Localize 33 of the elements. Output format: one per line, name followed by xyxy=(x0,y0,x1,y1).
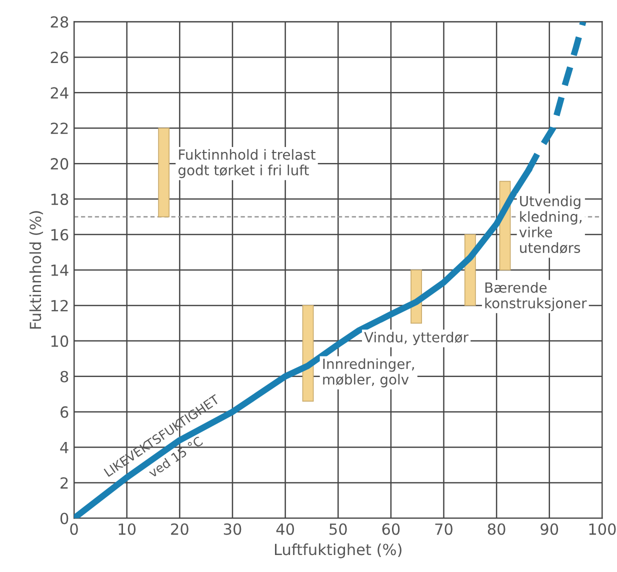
annotation: Vindu, ytterdør xyxy=(364,332,469,346)
annotation: Utvendig kledning, virke utendørs xyxy=(519,196,582,254)
y-tick-label: 8 xyxy=(60,370,68,382)
y-tick-label: 26 xyxy=(50,52,68,64)
x-tick-label: 90 xyxy=(540,523,558,535)
x-tick-label: 0 xyxy=(70,523,78,535)
x-tick-label: 40 xyxy=(276,523,294,535)
x-tick-label: 20 xyxy=(171,523,188,535)
x-tick-label: 30 xyxy=(224,523,242,535)
y-tick-label: 16 xyxy=(51,228,68,241)
x-tick-label: 70 xyxy=(435,523,452,535)
y-tick-label: 28 xyxy=(50,16,68,28)
y-tick-label: 14 xyxy=(51,264,68,276)
annotation: Fuktinnhold i trelast godt tørket i fri luft xyxy=(178,149,316,178)
y-tick-label: 2 xyxy=(60,477,68,489)
annotation: Innredninger, møbler, golv xyxy=(323,358,414,388)
x-tick-label: 80 xyxy=(488,523,506,535)
y-tick-label: 12 xyxy=(51,300,68,312)
y-tick-label: 4 xyxy=(60,442,68,454)
x-tick-label: 60 xyxy=(382,523,400,535)
y-tick-label: 22 xyxy=(50,122,68,134)
y-tick-label: 20 xyxy=(50,158,68,170)
x-tick-label: 50 xyxy=(330,523,347,535)
x-tick-label: 10 xyxy=(118,523,136,535)
y-tick-label: 10 xyxy=(51,335,68,347)
y-tick-label: 24 xyxy=(50,87,68,98)
y-tick-label: 0 xyxy=(60,512,68,524)
y-tick-label: 6 xyxy=(60,406,68,418)
y-tick-label: 18 xyxy=(51,194,68,206)
y-axis-title: Fuktinnhold (%) xyxy=(29,211,44,329)
annotation: Bærende konstruksjoner xyxy=(485,282,587,312)
x-axis-title: Luftfuktighet (%) xyxy=(275,543,402,558)
x-tick-label: 100 xyxy=(589,523,616,535)
